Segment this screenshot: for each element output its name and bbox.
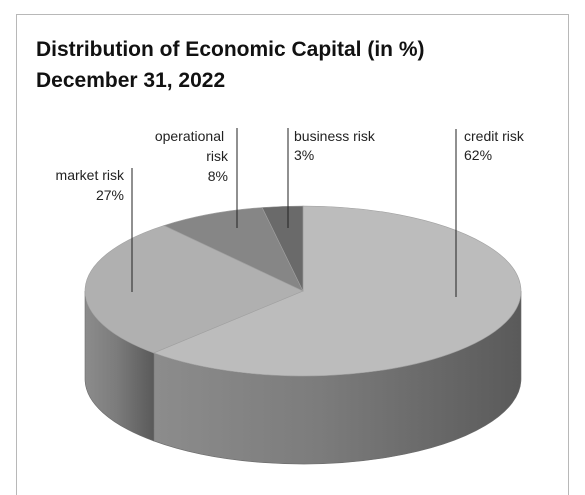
label-operational-risk-line-2: risk bbox=[206, 148, 229, 164]
label-business-risk-name: business risk bbox=[294, 128, 376, 144]
pie-chart: credit risk 62% market risk 27% operatio… bbox=[56, 128, 525, 465]
pie-slice-operational-risk bbox=[163, 207, 304, 292]
label-operational-risk-name: operational risk bbox=[155, 128, 229, 164]
label-operational-risk-line-1: operational bbox=[155, 128, 224, 144]
label-business-risk-value: 3% bbox=[294, 147, 314, 163]
label-market-risk-value: 27% bbox=[96, 187, 124, 203]
chart-title-line-2: December 31, 2022 bbox=[36, 69, 226, 92]
pie-slice-credit-risk bbox=[152, 205, 522, 377]
label-credit-risk-name: credit risk bbox=[464, 128, 525, 144]
chart-title-line-1: Distribution of Economic Capital (in %) bbox=[36, 38, 425, 61]
pie-slices bbox=[84, 205, 522, 377]
chart-title: Distribution of Economic Capital (in %) … bbox=[36, 34, 425, 96]
label-credit-risk-value: 62% bbox=[464, 147, 492, 163]
leader-lines bbox=[131, 128, 457, 297]
label-market-risk-name: market risk bbox=[56, 167, 125, 183]
label-operational-risk-value: 8% bbox=[208, 168, 228, 184]
slice-labels: credit risk 62% market risk 27% operatio… bbox=[56, 128, 525, 203]
pie-slice-business-risk bbox=[261, 205, 304, 292]
